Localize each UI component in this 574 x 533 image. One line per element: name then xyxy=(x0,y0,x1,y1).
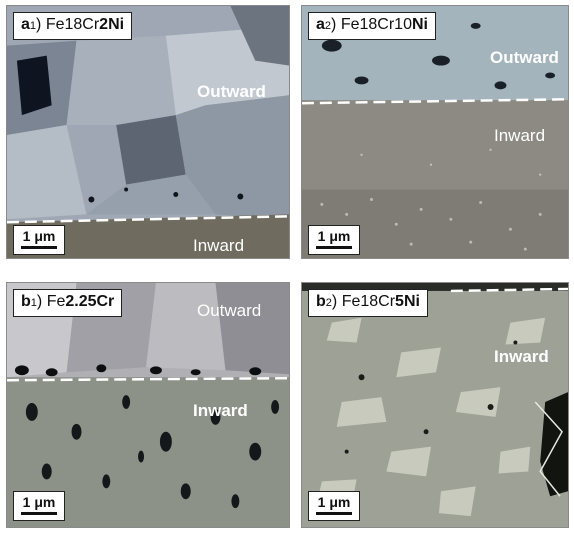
alloy-prefix: Fe18Cr xyxy=(45,16,100,33)
region-outward-label: Outward xyxy=(197,301,262,320)
scale-line xyxy=(21,246,57,249)
alloy-bold: 5Ni xyxy=(395,293,420,310)
panel-paren: ) xyxy=(331,16,337,33)
alloy-bold: 2Ni xyxy=(99,16,125,33)
scale-line xyxy=(21,512,57,515)
panel-a2: a2) Fe18Cr10Ni Outward Inward 1 μm xyxy=(301,5,569,259)
micrograph-a1 xyxy=(7,6,289,258)
region-outward-label: Outward xyxy=(197,82,266,101)
panel-letter: b xyxy=(316,293,326,310)
panel-letter: a xyxy=(21,16,30,33)
panel-letter: b xyxy=(21,293,31,310)
scale-label: 1 μm xyxy=(317,494,351,510)
panel-paren: ) xyxy=(36,293,43,310)
scale-bar: 1 μm xyxy=(13,491,65,521)
panel-a1: a1) Fe18Cr2Ni Outward Inward 1 μm xyxy=(6,5,290,259)
scale-label: 1 μm xyxy=(317,228,351,244)
scale-bar: 1 μm xyxy=(308,491,360,521)
micrograph-b2 xyxy=(302,283,568,527)
scale-line xyxy=(316,246,352,249)
scale-bar: 1 μm xyxy=(308,225,360,255)
region-inward-label: Inward xyxy=(494,126,546,145)
panel-b2: b2) Fe18Cr5Ni Inward 1 μm xyxy=(301,282,569,528)
alloy-prefix: Fe18Cr xyxy=(341,293,396,310)
panel-letter: a xyxy=(316,16,325,33)
scale-line xyxy=(316,512,352,515)
panel-label-b2: b2) Fe18Cr5Ni xyxy=(308,289,428,317)
scale-label: 1 μm xyxy=(22,494,56,510)
panel-paren: ) xyxy=(331,293,338,310)
region-inward-label: Inward xyxy=(494,347,549,366)
panel-label-a1: a1) Fe18Cr2Ni xyxy=(13,12,133,40)
panel-subscript: 2 xyxy=(324,20,332,32)
panel-paren: ) xyxy=(36,16,42,33)
panel-label-b1: b1) Fe2.25Cr xyxy=(13,289,123,317)
panel-subscript: 2 xyxy=(325,297,332,309)
panel-b1: b1) Fe2.25Cr Outward Inward 1 μm xyxy=(6,282,290,528)
scale-bar: 1 μm xyxy=(13,225,65,255)
alloy-prefix: Fe18Cr10 xyxy=(340,16,412,33)
alloy-bold: 2.25Cr xyxy=(65,293,115,310)
region-inward-label: Inward xyxy=(193,401,248,420)
panel-subscript: 1 xyxy=(30,297,37,309)
panel-label-a2: a2) Fe18Cr10Ni xyxy=(308,12,436,40)
alloy-prefix: Fe xyxy=(46,293,66,310)
panel-subscript: 1 xyxy=(29,20,37,32)
alloy-bold: Ni xyxy=(411,16,428,33)
scale-label: 1 μm xyxy=(22,228,56,244)
region-outward-label: Outward xyxy=(490,48,559,67)
region-inward-label: Inward xyxy=(193,236,245,255)
